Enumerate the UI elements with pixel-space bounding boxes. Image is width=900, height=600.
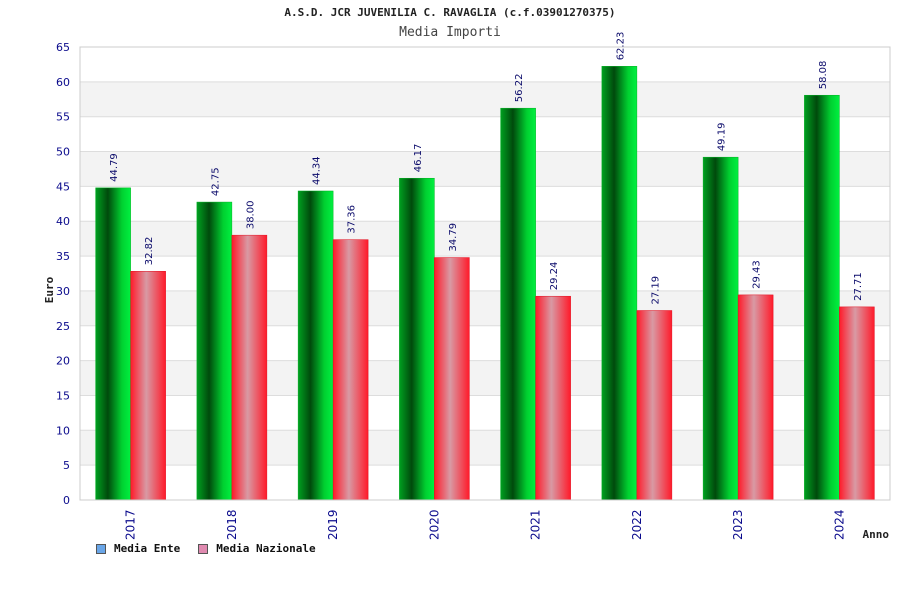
legend-label-media-nazionale: Media Nazionale bbox=[216, 542, 316, 555]
data-label: 42.75 bbox=[210, 167, 221, 196]
bar-media-ente-2020 bbox=[399, 177, 435, 501]
legend: Media Ente Media Nazionale bbox=[96, 542, 316, 555]
x-tick-label: 2021 bbox=[529, 509, 543, 540]
bar-media-nazionale-2018 bbox=[231, 234, 268, 501]
y-tick-label: 0 bbox=[63, 494, 70, 507]
legend-item-media-ente: Media Ente bbox=[96, 542, 180, 555]
data-label: 29.24 bbox=[549, 262, 560, 291]
bar-media-ente-2019 bbox=[297, 190, 334, 501]
y-tick-label: 45 bbox=[56, 180, 70, 193]
data-label: 29.43 bbox=[752, 260, 763, 289]
data-label: 32.82 bbox=[144, 237, 155, 266]
legend-item-media-nazionale: Media Nazionale bbox=[198, 542, 316, 555]
data-label: 34.79 bbox=[448, 223, 459, 252]
legend-swatch-media-ente bbox=[96, 543, 106, 554]
y-tick-label: 5 bbox=[63, 459, 70, 472]
y-tick-label: 35 bbox=[56, 250, 70, 263]
grid-band bbox=[80, 151, 890, 187]
y-tick-label: 20 bbox=[56, 355, 70, 368]
y-tick-label: 15 bbox=[56, 389, 70, 402]
x-tick-label: 2019 bbox=[326, 509, 340, 540]
bar-media-nazionale-2019 bbox=[332, 239, 369, 501]
bar-media-nazionale-2020 bbox=[434, 257, 470, 501]
data-label: 27.71 bbox=[853, 272, 864, 301]
bar-media-ente-2017 bbox=[95, 187, 131, 501]
y-tick-label: 65 bbox=[56, 41, 70, 54]
x-tick-label: 2018 bbox=[225, 509, 239, 540]
chart-title: A.S.D. JCR JUVENILIA C. RAVAGLIA (c.f.03… bbox=[284, 6, 616, 19]
grid-band bbox=[80, 81, 890, 117]
bar-media-nazionale-2023 bbox=[737, 294, 774, 501]
data-label: 62.23 bbox=[615, 32, 626, 61]
bar-media-nazionale-2021 bbox=[535, 295, 571, 501]
data-label: 38.00 bbox=[245, 201, 256, 230]
x-tick-label: 2023 bbox=[731, 509, 745, 540]
bar-media-ente-2023 bbox=[702, 156, 739, 501]
y-tick-label: 30 bbox=[56, 285, 70, 298]
chart-subtitle: Media Importi bbox=[399, 25, 501, 40]
y-tick-label: 60 bbox=[56, 76, 70, 89]
y-tick-label: 55 bbox=[56, 111, 70, 124]
bar-media-ente-2024 bbox=[804, 94, 840, 501]
plot-frame bbox=[79, 46, 891, 501]
y-tick-label: 50 bbox=[56, 146, 70, 159]
y-tick-label: 40 bbox=[56, 215, 70, 228]
x-tick-label: 2017 bbox=[124, 509, 138, 540]
bar-media-ente-2021 bbox=[500, 107, 536, 501]
legend-label-media-ente: Media Ente bbox=[114, 542, 181, 555]
y-tick-label: 10 bbox=[56, 424, 70, 437]
bar-media-nazionale-2024 bbox=[839, 306, 875, 501]
legend-swatch-media-nazionale bbox=[198, 543, 209, 554]
data-label: 56.22 bbox=[514, 74, 525, 103]
y-axis-title: Euro bbox=[43, 276, 56, 303]
x-axis-title: Anno bbox=[863, 528, 890, 541]
bar-media-ente-2018 bbox=[196, 201, 233, 501]
data-label: 44.79 bbox=[109, 153, 120, 182]
bar-media-ente-2022 bbox=[601, 66, 638, 501]
data-label: 58.08 bbox=[818, 61, 829, 90]
bar-media-nazionale-2017 bbox=[130, 271, 166, 501]
data-label: 46.17 bbox=[413, 144, 424, 173]
y-tick-label: 25 bbox=[56, 320, 70, 333]
data-label: 44.34 bbox=[312, 156, 323, 185]
x-tick-label: 2022 bbox=[630, 509, 644, 540]
bar-media-nazionale-2022 bbox=[636, 310, 673, 501]
data-label: 27.19 bbox=[650, 276, 661, 305]
data-label: 49.19 bbox=[717, 123, 728, 152]
data-label: 37.36 bbox=[347, 205, 358, 234]
x-tick-label: 2020 bbox=[427, 509, 441, 540]
x-tick-label: 2024 bbox=[832, 509, 846, 540]
